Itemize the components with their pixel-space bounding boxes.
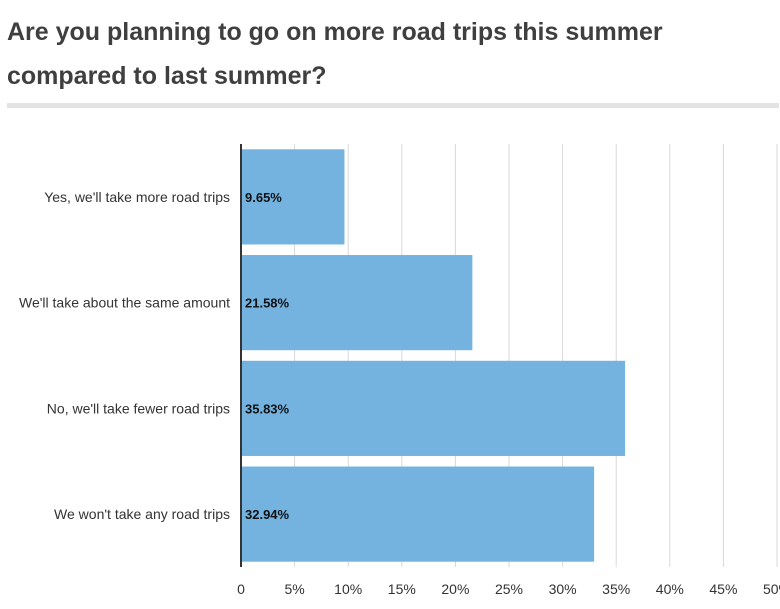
bar: [241, 255, 473, 351]
value-label: 21.58%: [245, 296, 290, 311]
value-label: 35.83%: [245, 401, 290, 416]
x-tick-label: 45%: [709, 581, 737, 597]
value-label: 9.65%: [245, 190, 282, 205]
x-tick-label: 40%: [656, 581, 684, 597]
x-tick-label: 25%: [495, 581, 523, 597]
x-tick-label: 30%: [549, 581, 577, 597]
value-labels: 9.65% 21.58% 35.83% 32.94%: [245, 190, 290, 522]
category-labels: Yes, we'll take more road trips We'll tak…: [19, 189, 230, 522]
x-tick-label: 15%: [388, 581, 416, 597]
x-tick-label: 5%: [284, 581, 304, 597]
value-label: 32.94%: [245, 507, 290, 522]
category-label: We'll take about the same amount: [19, 295, 230, 311]
x-tick-label: 0: [237, 581, 245, 597]
bar: [241, 360, 626, 456]
category-label: No, we'll take fewer road trips: [47, 400, 230, 416]
chart-title: Are you planning to go on more road trip…: [7, 18, 663, 90]
bar: [241, 149, 345, 245]
x-tick-label: 10%: [334, 581, 362, 597]
x-tick-label: 20%: [441, 581, 469, 597]
x-tick-label: 35%: [602, 581, 630, 597]
x-tick-label: 50%: [763, 581, 780, 597]
x-axis-tick-labels: 0 5% 10% 15% 20% 25% 30% 35% 40% 45% 50%: [237, 581, 780, 597]
bar: [241, 466, 595, 562]
title-divider: [7, 103, 779, 108]
category-label: We won't take any road trips: [54, 506, 230, 522]
category-label: Yes, we'll take more road trips: [44, 189, 230, 205]
bars: [241, 149, 626, 562]
